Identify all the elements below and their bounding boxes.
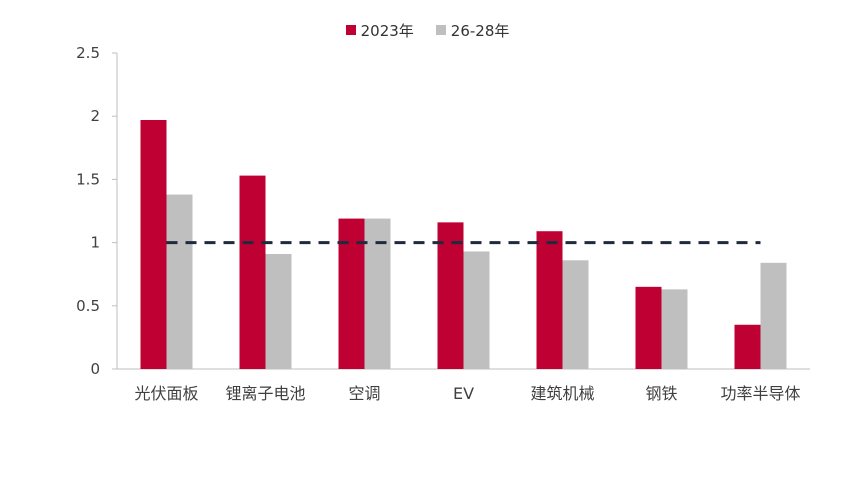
bar-26-28-0 xyxy=(166,194,193,369)
y-tick-label-2: 1 xyxy=(90,234,100,252)
chart-legend: 2023年 26-28年 xyxy=(0,20,855,40)
bar-2023-3 xyxy=(437,222,464,369)
bar-26-28-6 xyxy=(760,262,787,369)
bar-2023-1 xyxy=(239,175,266,369)
y-tick-label-0: 0 xyxy=(90,360,100,378)
legend-swatch-26-28 xyxy=(435,25,446,35)
y-tick-label-1: 0.5 xyxy=(76,297,100,315)
bar-26-28-4 xyxy=(562,260,589,369)
bar-2023-5 xyxy=(635,286,662,369)
legend-item-26-28: 26-28年 xyxy=(435,20,510,41)
x-tick-label-1: 锂离子电池 xyxy=(225,384,305,403)
y-tick-label-5: 2.5 xyxy=(76,44,100,62)
legend-swatch-2023 xyxy=(345,25,356,35)
bar-26-28-1 xyxy=(265,253,292,369)
y-tick-label-3: 1.5 xyxy=(76,170,100,188)
bar-2023-4 xyxy=(536,231,563,369)
x-tick-label-2: 空调 xyxy=(348,384,380,403)
bar-26-28-3 xyxy=(463,251,490,369)
bar-2023-0 xyxy=(140,119,167,369)
x-tick-label-4: 建筑机械 xyxy=(530,384,594,403)
x-tick-label-0: 光伏面板 xyxy=(134,384,198,403)
bar-2023-6 xyxy=(734,324,761,369)
x-tick-label-6: 功率半导体 xyxy=(720,384,800,403)
legend-label-2023: 2023年 xyxy=(360,21,414,40)
x-tick-label-5: 钢铁 xyxy=(645,384,677,403)
y-tick-label-4: 2 xyxy=(90,107,100,125)
x-tick-label-3: EV xyxy=(453,384,474,403)
bar-26-28-5 xyxy=(661,289,688,369)
legend-label-26-28: 26-28年 xyxy=(450,21,510,40)
legend-item-2023: 2023年 xyxy=(345,20,414,41)
